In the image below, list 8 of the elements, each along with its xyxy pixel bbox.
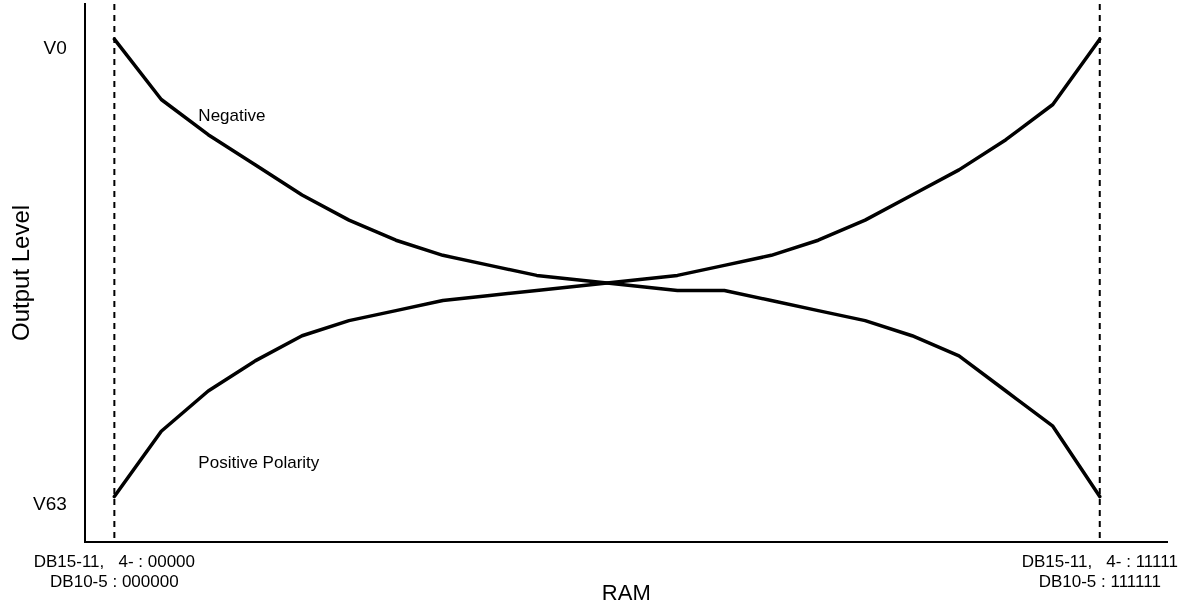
x-tick-label: DB15-11, 4- : 00000 DB10-5 : 000000 [33, 551, 196, 592]
text: Positive Polarity [198, 452, 320, 472]
series-label: Negative [198, 106, 266, 126]
text: V63 [32, 492, 67, 514]
x-axis-title: RAM [601, 579, 651, 605]
text: V0 [43, 37, 67, 59]
x-tick-label: DB15-11, 4- : 11111 DB10-5 : 111111 [1021, 551, 1178, 592]
y-axis-title: Output Level [7, 204, 35, 341]
